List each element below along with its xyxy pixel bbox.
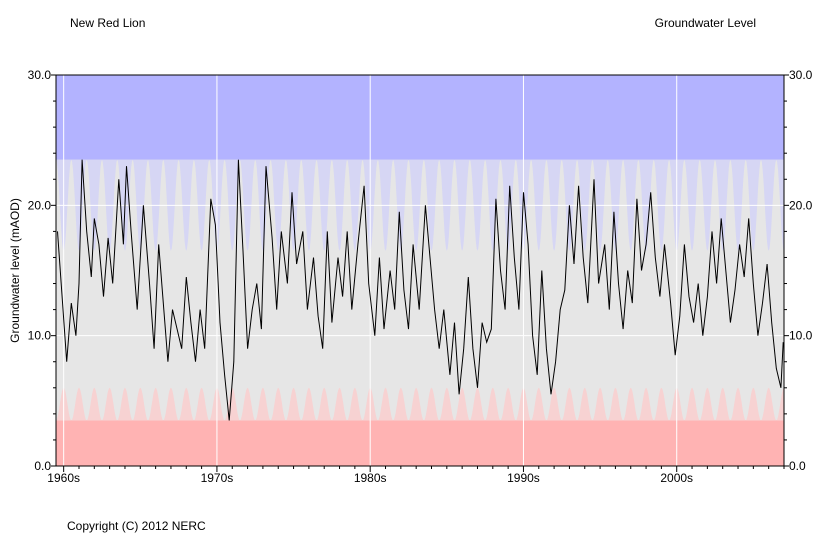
copyright-notice: Copyright (C) 2012 NERC [67,519,206,533]
chart-title: Groundwater Level [654,16,756,30]
plot-frame [55,74,785,467]
x-tick-label: 2000s [660,471,693,485]
high-range-band [56,75,784,160]
x-tick-label: 1970s [201,471,234,485]
y-tick-label-left: 0.0 [34,459,51,473]
y-tick-label-left: 30.0 [28,68,52,82]
y-tick-label-left: 10.0 [28,329,52,343]
low-range-band [56,420,784,466]
y-tick-label-left: 20.0 [28,198,52,212]
y-tick-label-right: 30.0 [789,68,813,82]
groundwater-level-line [57,159,784,421]
low-range-seasonal-band [56,387,784,421]
site-name: New Red Lion [70,16,146,30]
x-tick-label: 1990s [507,471,540,485]
y-axis-label: Groundwater level (mAOD) [8,198,22,343]
y-tick-label-right: 0.0 [789,459,806,473]
x-tick-label: 1960s [47,471,80,485]
y-tick-label-right: 20.0 [789,198,813,212]
x-tick-label: 1980s [354,471,387,485]
y-tick-label-right: 10.0 [789,329,813,343]
